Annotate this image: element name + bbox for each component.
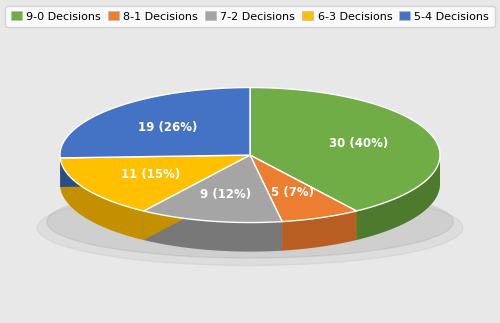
Polygon shape bbox=[144, 155, 250, 240]
Polygon shape bbox=[60, 155, 250, 187]
Polygon shape bbox=[250, 155, 356, 240]
Polygon shape bbox=[356, 155, 440, 240]
Text: 5 (7%): 5 (7%) bbox=[271, 186, 314, 199]
Polygon shape bbox=[250, 155, 282, 251]
Text: 9 (12%): 9 (12%) bbox=[200, 188, 252, 201]
Polygon shape bbox=[250, 88, 440, 211]
Polygon shape bbox=[144, 211, 282, 252]
Polygon shape bbox=[60, 88, 250, 158]
Text: 30 (40%): 30 (40%) bbox=[330, 137, 388, 150]
Text: 19 (26%): 19 (26%) bbox=[138, 120, 198, 133]
Polygon shape bbox=[282, 211, 356, 251]
Polygon shape bbox=[60, 155, 250, 187]
Text: 11 (15%): 11 (15%) bbox=[121, 168, 180, 181]
Polygon shape bbox=[144, 155, 250, 240]
Polygon shape bbox=[60, 158, 144, 240]
Legend: 9-0 Decisions, 8-1 Decisions, 7-2 Decisions, 6-3 Decisions, 5-4 Decisions: 9-0 Decisions, 8-1 Decisions, 7-2 Decisi… bbox=[6, 5, 494, 27]
Polygon shape bbox=[46, 186, 454, 258]
Polygon shape bbox=[250, 155, 356, 240]
Polygon shape bbox=[250, 155, 282, 251]
Polygon shape bbox=[37, 190, 463, 266]
Polygon shape bbox=[144, 155, 282, 223]
Polygon shape bbox=[60, 155, 250, 211]
Polygon shape bbox=[250, 155, 356, 222]
